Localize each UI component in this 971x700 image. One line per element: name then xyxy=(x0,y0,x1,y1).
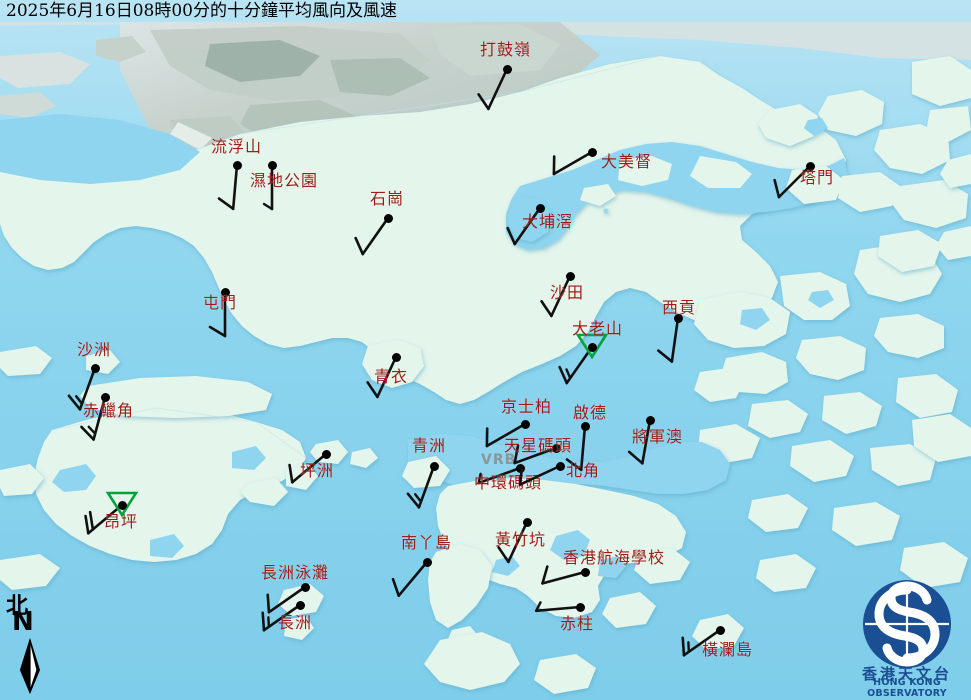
station-dot xyxy=(100,392,110,402)
north-compass: 北 N xyxy=(4,588,64,696)
compass-label-en: N xyxy=(12,607,34,637)
station-dot xyxy=(383,213,393,223)
station-dot xyxy=(267,160,277,170)
station-label: 濕地公園 xyxy=(250,171,319,190)
station-label: 中環碼頭 xyxy=(474,473,543,492)
highlight-triangle-icon xyxy=(575,333,609,360)
station-label: 西貢 xyxy=(662,298,697,317)
station-label: 橫瀾島 xyxy=(702,640,754,659)
station-label: 青洲 xyxy=(412,436,447,455)
station-dot xyxy=(522,517,532,527)
compass-label-cn: 北 xyxy=(6,593,29,619)
station-dot xyxy=(502,64,512,74)
station-label: 屯門 xyxy=(203,293,238,312)
station-dot xyxy=(535,203,545,213)
station-dot xyxy=(295,600,305,610)
station-label: 長洲 xyxy=(278,613,313,632)
station-dot xyxy=(520,419,530,429)
station-dot xyxy=(645,415,655,425)
title-bar: 2025年6月16日08時00分的十分鐘平均風向及風速 xyxy=(0,0,971,24)
station-label: 塔門 xyxy=(800,168,835,187)
station-dot xyxy=(429,461,439,471)
station-dot xyxy=(220,287,230,297)
station-label: 黃竹坑 xyxy=(495,530,547,549)
station-label: 昂坪 xyxy=(104,512,139,531)
station-dot xyxy=(232,160,242,170)
station-dot xyxy=(515,463,525,473)
new-territories-landmass xyxy=(0,56,846,404)
page-title: 2025年6月16日08時00分的十分鐘平均風向及風速 xyxy=(6,1,397,21)
station-dot xyxy=(580,421,590,431)
station-label: 南丫島 xyxy=(401,533,453,552)
station-dot xyxy=(805,161,815,171)
station-dot xyxy=(391,352,401,362)
station-dot xyxy=(117,500,127,510)
station-dot xyxy=(551,443,561,453)
station-label: 石崗 xyxy=(370,189,405,208)
station-dot xyxy=(555,461,565,471)
station-dot xyxy=(673,313,683,323)
station-label: 將軍澳 xyxy=(632,427,684,446)
station-label: 京士柏 xyxy=(501,397,553,416)
station-dot xyxy=(90,363,100,373)
station-label: 大埔滘 xyxy=(522,212,574,231)
station-label: 赤柱 xyxy=(560,614,595,633)
chek-lap-kok xyxy=(80,376,272,418)
deep-bay xyxy=(0,114,200,184)
logo-name-cn: 香港天文台 xyxy=(861,665,952,683)
station-label: 流浮山 xyxy=(211,137,263,156)
northeast-islands xyxy=(758,56,971,228)
station-dot xyxy=(300,582,310,592)
station-label: 天星碼頭 xyxy=(504,436,573,455)
station-label: 青衣 xyxy=(374,367,409,386)
station-label: 長洲泳灘 xyxy=(261,563,330,582)
station-dot xyxy=(575,602,585,612)
station-dot xyxy=(422,557,432,567)
station-label: 大老山 xyxy=(572,319,624,338)
station-label: 沙田 xyxy=(550,283,585,302)
hko-logo: 香港天文台 HONG KONG OBSERVATORY xyxy=(843,572,971,700)
station-dot xyxy=(321,449,331,459)
logo-name-en: HONG KONG OBSERVATORY xyxy=(867,677,947,699)
highlight-triangle-icon xyxy=(105,491,139,518)
station-label: 香港航海學校 xyxy=(563,548,666,567)
station-label: 啟德 xyxy=(573,403,608,422)
station-label: 坪洲 xyxy=(300,461,335,480)
station-label: 北角 xyxy=(566,461,601,480)
station-label: 沙洲 xyxy=(77,340,112,359)
compass-needle-icon xyxy=(20,638,40,694)
station-dot xyxy=(587,147,597,157)
variable-wind-label: VRB xyxy=(481,452,517,468)
station-dot xyxy=(565,271,575,281)
station-dot xyxy=(587,342,597,352)
station-label: 大美督 xyxy=(601,152,653,171)
station-dot xyxy=(715,625,725,635)
station-dot xyxy=(580,567,590,577)
station-label: 赤鱲角 xyxy=(83,401,135,420)
hko-emblem-icon xyxy=(863,580,951,668)
station-label: 打鼓嶺 xyxy=(480,40,532,59)
